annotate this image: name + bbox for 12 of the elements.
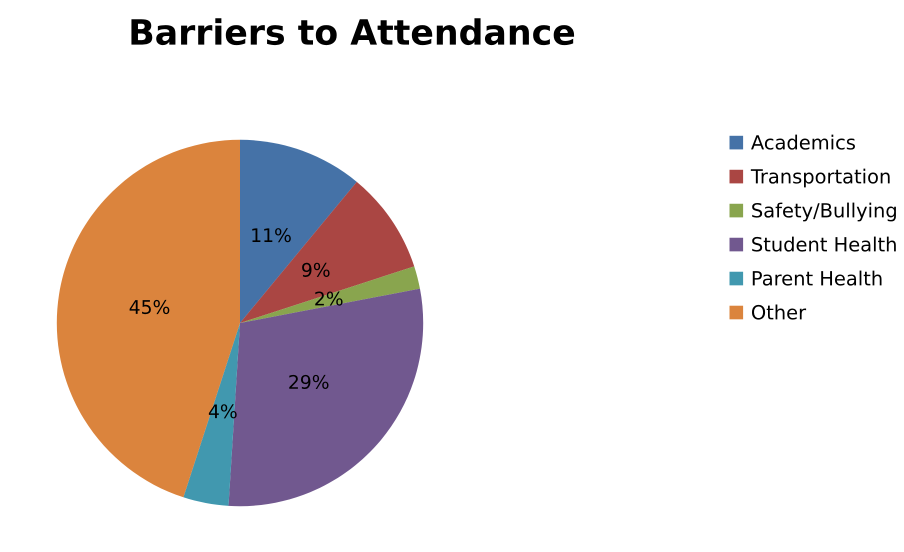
data-label: 9% bbox=[302, 262, 330, 277]
data-label: 2% bbox=[315, 291, 343, 306]
legend-label: Other bbox=[752, 304, 806, 320]
legend-label: Transportation bbox=[750, 168, 890, 188]
legend-label: Student Health bbox=[752, 236, 896, 252]
chart-title: Barriers to Attendance bbox=[131, 18, 574, 46]
legend-label: Safety/Bullying bbox=[752, 202, 896, 222]
legend-label: Parent Health bbox=[752, 270, 882, 286]
data-label: 45% bbox=[130, 300, 170, 314]
data-label: 11% bbox=[252, 228, 291, 242]
legend-label: Academics bbox=[751, 134, 855, 150]
data-label: 29% bbox=[289, 374, 329, 390]
